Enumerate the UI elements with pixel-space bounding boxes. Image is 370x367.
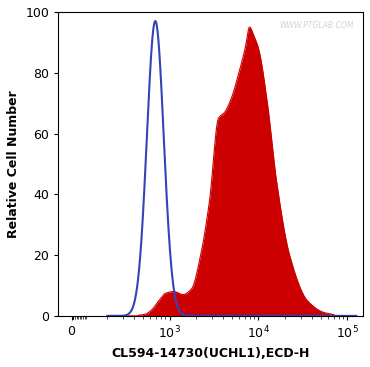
Text: WWW.PTGLAB.COM: WWW.PTGLAB.COM: [279, 21, 354, 30]
Y-axis label: Relative Cell Number: Relative Cell Number: [7, 90, 20, 238]
X-axis label: CL594-14730(UCHL1),ECD-H: CL594-14730(UCHL1),ECD-H: [111, 347, 310, 360]
